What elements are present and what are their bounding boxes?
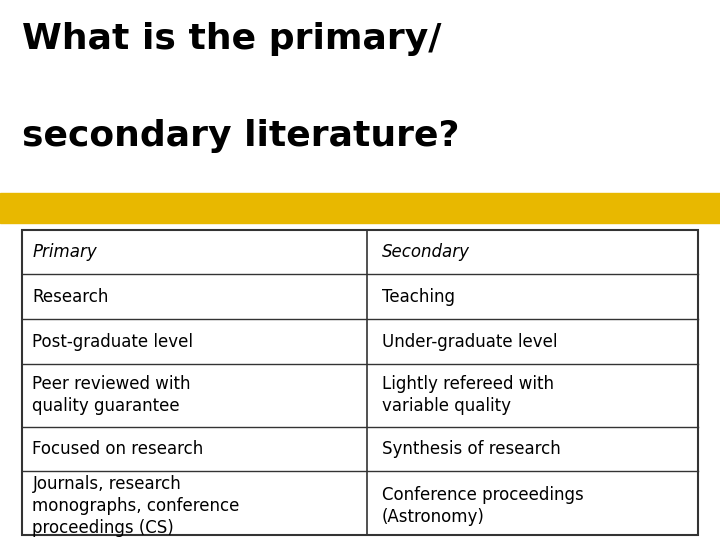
Text: What is the primary/: What is the primary/ — [22, 22, 441, 56]
Bar — [0, 193, 720, 222]
Text: Post-graduate level: Post-graduate level — [32, 333, 194, 350]
Text: Teaching: Teaching — [382, 288, 454, 306]
Text: Research: Research — [32, 288, 109, 306]
Text: Primary: Primary — [32, 243, 97, 261]
Text: Synthesis of research: Synthesis of research — [382, 440, 560, 458]
Text: secondary literature?: secondary literature? — [22, 119, 459, 153]
Text: Conference proceedings
(Astronomy): Conference proceedings (Astronomy) — [382, 485, 583, 526]
Text: Focused on research: Focused on research — [32, 440, 204, 458]
Text: Journals, research
monographs, conference
proceedings (CS): Journals, research monographs, conferenc… — [32, 475, 240, 537]
Text: Under-graduate level: Under-graduate level — [382, 333, 557, 350]
Text: Secondary: Secondary — [382, 243, 469, 261]
Bar — [22, 230, 698, 535]
Text: Lightly refereed with
variable quality: Lightly refereed with variable quality — [382, 375, 554, 415]
Text: Peer reviewed with
quality guarantee: Peer reviewed with quality guarantee — [32, 375, 191, 415]
